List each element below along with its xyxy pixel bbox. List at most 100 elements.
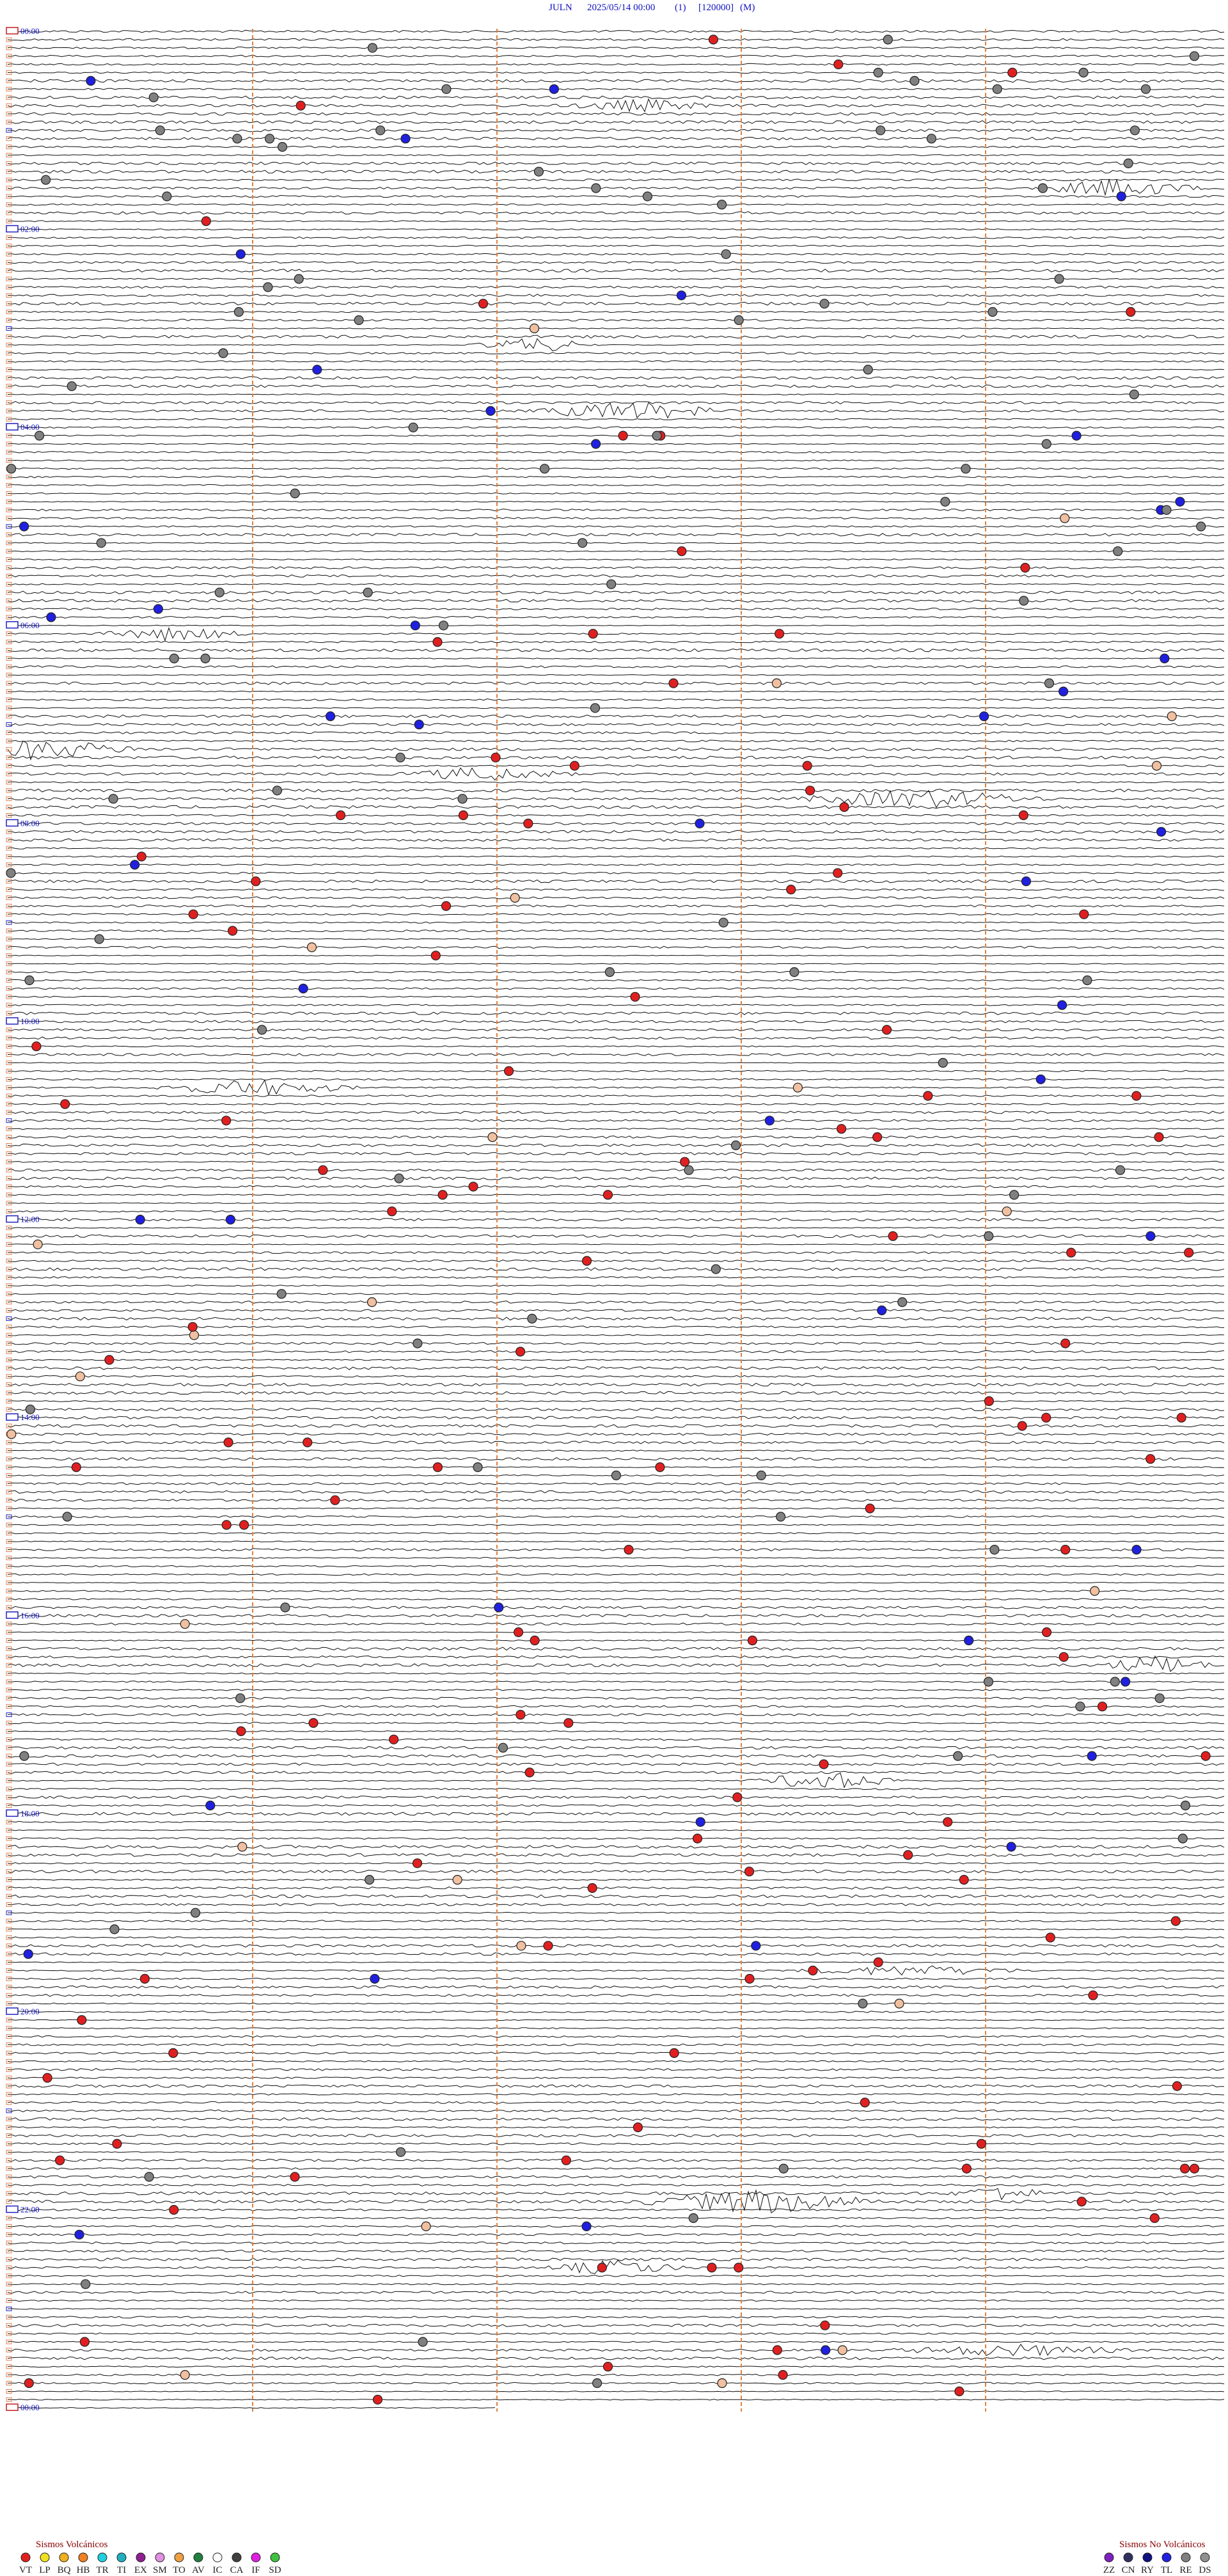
row-marker xyxy=(6,2058,12,2064)
event-dot xyxy=(837,2345,847,2355)
trace xyxy=(7,2084,1224,2088)
event-dot xyxy=(984,1231,994,1242)
row-marker xyxy=(6,961,12,967)
row-marker xyxy=(6,2191,12,2196)
trace xyxy=(7,1965,1225,1976)
legend-swatch xyxy=(1123,2552,1133,2563)
row-marker xyxy=(6,928,12,933)
row-marker xyxy=(6,1984,12,1989)
trace xyxy=(7,211,1225,215)
event-dot xyxy=(298,983,308,994)
event-dot xyxy=(155,125,165,136)
trace xyxy=(7,1079,1225,1096)
trace xyxy=(7,376,1225,380)
row-marker xyxy=(6,1514,12,1519)
event-dot xyxy=(19,521,29,532)
row-marker xyxy=(6,128,12,133)
event-dot xyxy=(139,1973,150,1984)
event-dot xyxy=(633,2122,643,2133)
trace xyxy=(7,2019,1225,2021)
trace xyxy=(7,220,1225,223)
trace xyxy=(7,1078,1225,1081)
event-dot xyxy=(717,2378,727,2389)
row-marker xyxy=(6,2381,12,2385)
trace xyxy=(7,1128,1225,1130)
row-marker xyxy=(6,1292,12,1297)
legend-code: TI xyxy=(117,2565,126,2575)
row-marker xyxy=(6,2075,12,2080)
event-dot xyxy=(503,1066,514,1077)
row-marker xyxy=(6,1976,12,1981)
event-dot xyxy=(62,1512,72,1522)
event-dot xyxy=(515,1347,526,1357)
legend-swatch xyxy=(78,2552,88,2563)
row-marker xyxy=(6,706,12,711)
event-dot xyxy=(792,1082,803,1093)
row-marker xyxy=(6,1687,12,1693)
trace xyxy=(7,1598,1225,1600)
trace xyxy=(7,1548,1225,1552)
row-marker xyxy=(6,2092,12,2097)
trace xyxy=(7,814,1225,817)
trace xyxy=(7,228,1225,231)
trace xyxy=(7,1928,1225,1931)
row-marker xyxy=(6,755,12,760)
row-marker xyxy=(6,1927,12,1932)
trace xyxy=(7,1070,1225,1073)
event-dot xyxy=(1082,975,1092,986)
event-dot xyxy=(692,1833,703,1844)
trace xyxy=(7,2357,1225,2360)
trace xyxy=(7,1985,1224,1989)
trace xyxy=(7,253,1225,256)
row-marker xyxy=(6,912,12,917)
event-dot xyxy=(335,810,346,821)
row-marker xyxy=(6,524,12,529)
row-marker xyxy=(6,1423,12,1428)
event-dot xyxy=(1179,2163,1190,2174)
row-marker xyxy=(6,2100,12,2105)
trace xyxy=(7,830,1225,834)
event-dot xyxy=(452,1875,462,1885)
event-dot xyxy=(223,1437,233,1448)
hour-label: 00:00 xyxy=(20,2403,40,2412)
event-dot xyxy=(201,216,211,226)
trace xyxy=(7,1168,1225,1172)
trace xyxy=(7,1011,1224,1015)
row-marker xyxy=(6,2166,12,2171)
event-dot xyxy=(372,2394,383,2405)
event-dot xyxy=(187,1322,198,1332)
trace xyxy=(7,2332,1225,2335)
event-dot xyxy=(54,2155,65,2165)
row-marker xyxy=(6,359,12,364)
event-dot xyxy=(569,761,580,771)
trace xyxy=(7,2035,1225,2038)
row-marker xyxy=(6,565,12,570)
event-dot xyxy=(6,868,16,878)
trace xyxy=(7,1407,1225,1411)
trace xyxy=(7,120,1225,124)
row-marker xyxy=(6,1539,12,1544)
event-dot xyxy=(1076,2197,1087,2207)
trace xyxy=(7,1515,1225,1518)
row-marker xyxy=(6,1135,12,1140)
trace xyxy=(7,161,1225,166)
event-dot xyxy=(543,1941,553,1951)
event-dot xyxy=(395,752,405,763)
event-dot xyxy=(437,1190,448,1200)
row-marker xyxy=(6,2306,12,2311)
trace xyxy=(7,1424,1225,1428)
event-dot xyxy=(1045,1932,1055,1943)
row-marker xyxy=(6,747,12,752)
event-dot xyxy=(877,1305,887,1316)
trace xyxy=(7,838,1225,842)
event-dot xyxy=(1154,1132,1164,1142)
row-marker xyxy=(6,491,12,496)
row-marker xyxy=(6,2339,12,2344)
trace xyxy=(7,244,1225,248)
trace xyxy=(7,1293,1225,1295)
trace xyxy=(7,71,1225,74)
row-marker xyxy=(6,722,12,727)
event-dot xyxy=(539,464,550,474)
row-marker xyxy=(6,920,12,925)
event-dot xyxy=(561,2155,571,2165)
